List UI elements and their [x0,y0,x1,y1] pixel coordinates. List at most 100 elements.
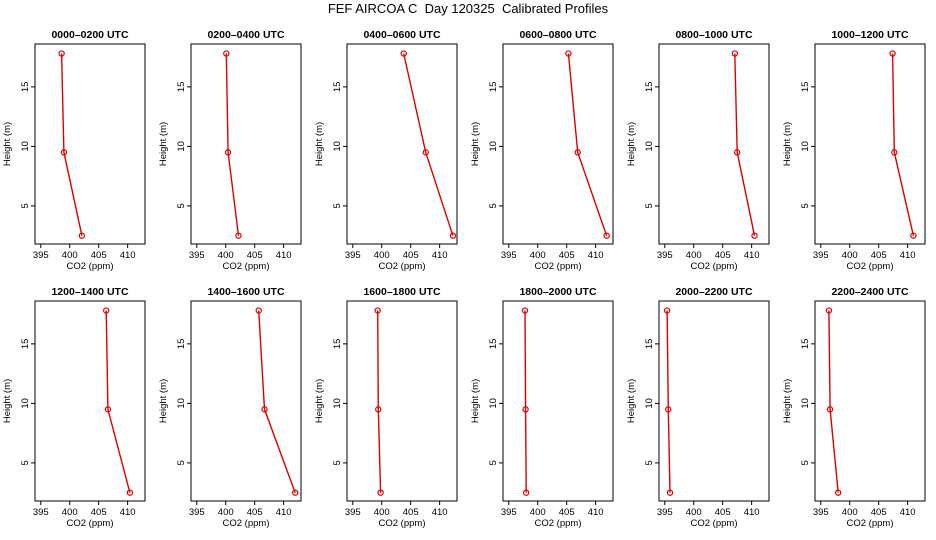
y-tick-label: 10 [800,141,811,152]
data-point [104,406,112,413]
y-tick-label: 10 [176,398,187,409]
data-point [223,50,230,57]
x-tick-label: 405 [559,507,575,518]
y-tick-label: 15 [488,82,499,93]
y-tick-label: 10 [800,398,811,409]
y-tick-label: 5 [20,460,31,465]
data-point [522,489,530,496]
data-point [574,149,581,156]
x-axis-label: CO2 (ppm) [67,261,114,272]
x-tick-label: 410 [120,250,136,261]
x-tick-label: 395 [33,250,49,261]
x-tick-label: 405 [871,507,887,518]
y-tick-label: 15 [332,339,343,350]
data-point [126,489,134,496]
y-tick-label: 5 [644,203,655,208]
x-tick-label: 405 [403,250,419,261]
page-title: FEF AIRCOA C Day 120325 Calibrated Profi… [327,1,609,16]
profile-panel-5: 0800–1000 UTC 395 400 405 410 5 10 15 CO2 (ppm) H… [626,29,770,272]
data-point [224,149,232,156]
x-tick-label: 395 [33,507,49,518]
y-tick-label: 5 [800,203,811,208]
y-axis-label: Height (m) [314,379,325,423]
y-tick-label: 15 [644,82,655,93]
plot-frame [502,43,614,245]
x-tick-label: 400 [62,250,78,261]
data-point [374,307,381,314]
x-tick-label: 405 [715,250,731,261]
data-point [292,489,299,496]
series-line [105,310,131,493]
x-tick-label: 400 [374,250,390,261]
y-tick-label: 10 [176,141,187,152]
y-tick-label: 15 [176,82,187,93]
y-axis-label: Height (m) [782,122,793,166]
data-point [834,489,842,496]
panel-title: 1000–1200 UTC [831,29,908,41]
x-axis-label: CO2 (ppm) [379,261,426,272]
x-tick-label: 405 [871,250,887,261]
y-tick-label: 10 [488,141,499,152]
x-tick-label: 395 [189,507,205,518]
y-tick-label: 10 [488,398,499,409]
x-tick-label: 400 [218,507,234,518]
panel-title: 1800–2000 UTC [519,286,596,298]
plot-frame [346,43,458,245]
y-axis-label: Height (m) [158,122,169,166]
x-tick-label: 405 [247,507,263,518]
panel-title: 0600–0800 UTC [519,29,596,41]
data-point [733,149,741,156]
y-tick-label: 5 [488,203,499,208]
x-tick-label: 410 [900,250,916,261]
plot-frame [346,300,458,502]
data-point [891,149,898,156]
x-tick-label: 395 [813,250,829,261]
data-point [603,232,610,239]
profile-panel-11: 2000–2200 UTC 395 400 405 410 5 10 15 CO2 (ppm) H… [626,286,770,529]
series-line [60,53,83,236]
y-tick-label: 15 [176,339,187,350]
y-tick-label: 15 [488,339,499,350]
profile-panel-8: 1400–1600 UTC 395 400 405 410 5 10 15 CO2 (ppm) H… [158,286,302,529]
x-axis-label: CO2 (ppm) [223,518,270,529]
x-tick-label: 400 [842,250,858,261]
y-tick-label: 10 [644,398,655,409]
x-tick-label: 410 [744,250,760,261]
panel-title: 0800–1000 UTC [675,29,752,41]
profile-panel-9: 1600–1800 UTC 395 400 405 410 5 10 15 CO2 (ppm) H… [314,286,458,529]
y-tick-label: 5 [332,460,343,465]
profile-panel-3: 0400–0600 UTC 395 400 405 410 5 10 15 CO2 (ppm) H… [314,29,458,272]
y-tick-label: 10 [20,141,31,152]
data-point [910,232,917,239]
x-tick-label: 400 [62,507,78,518]
x-tick-label: 395 [657,250,673,261]
data-point [663,307,671,314]
x-tick-label: 400 [374,507,390,518]
data-point [235,232,242,239]
panel-title: 1600–1800 UTC [363,286,440,298]
series-line [666,310,671,493]
x-tick-label: 400 [530,507,546,518]
y-axis-label: Height (m) [2,122,13,166]
series-line [734,53,756,236]
y-tick-label: 15 [20,82,31,93]
y-tick-label: 15 [20,339,31,350]
x-tick-label: 400 [842,507,858,518]
data-point [58,50,65,57]
plot-frame [190,43,302,245]
profile-panel-1: 0000–0200 UTC 395 400 405 410 5 10 15 CO2 (ppm) H… [2,29,146,272]
y-tick-label: 5 [176,460,187,465]
data-point [422,149,429,156]
x-axis-label: CO2 (ppm) [223,261,270,272]
profile-panel-10: 1800–2000 UTC 395 400 405 410 5 10 15 CO2 (ppm) H… [470,286,614,529]
data-point [377,489,384,496]
x-tick-label: 395 [813,507,829,518]
data-point [665,406,672,413]
y-axis-label: Height (m) [470,122,481,166]
y-tick-label: 5 [332,203,343,208]
panel-title: 1200–1400 UTC [51,286,128,298]
data-point [731,50,739,57]
plot-frame [814,43,926,245]
x-tick-label: 410 [276,507,292,518]
y-axis-label: Height (m) [470,379,481,423]
